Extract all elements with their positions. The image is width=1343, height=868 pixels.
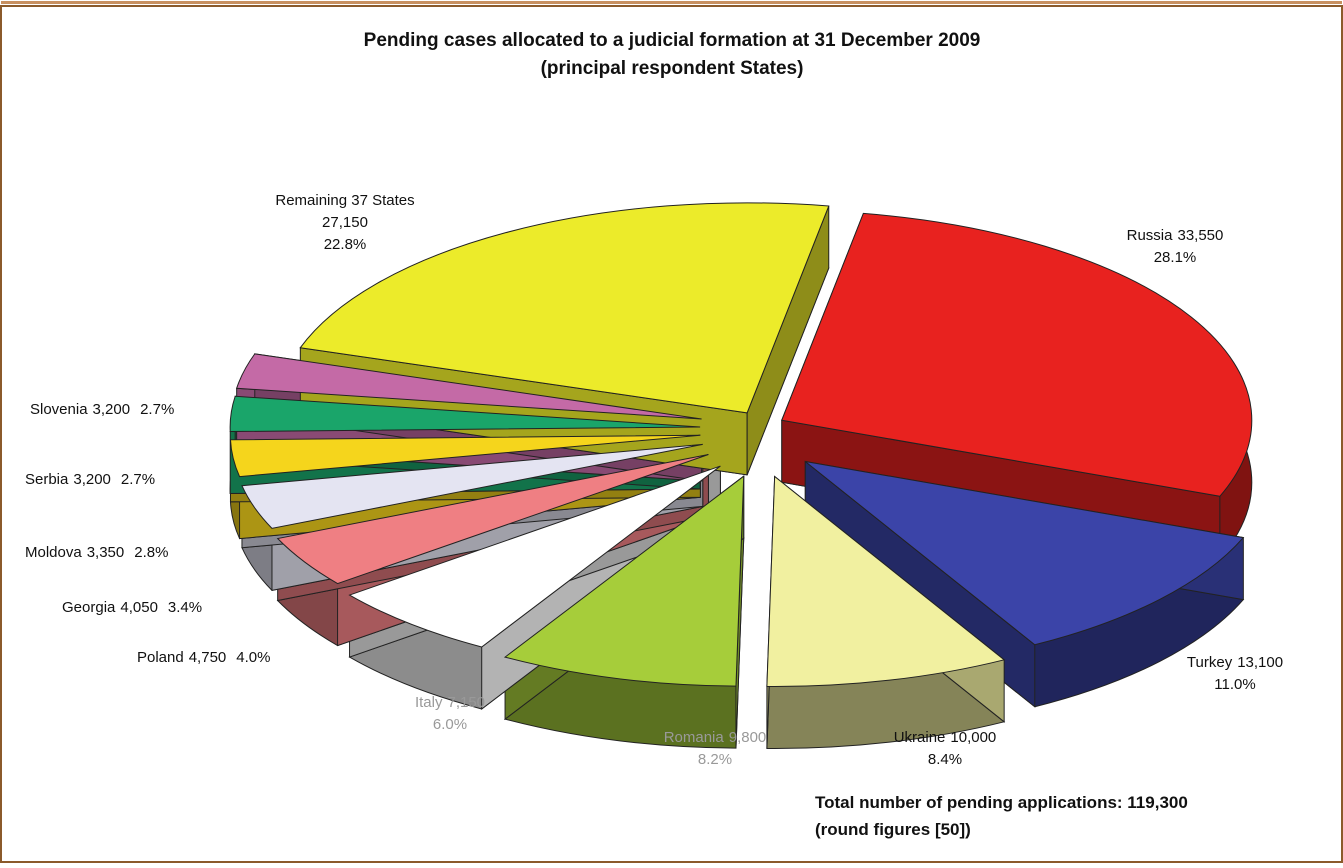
label-part: 10,000 [950, 729, 996, 746]
label-part: 8.4% [928, 751, 962, 768]
label-part: 27,150 [322, 214, 368, 231]
label-part: 4,750 [189, 649, 227, 666]
round-note: (round figures [50]) [815, 820, 971, 839]
label-part: 11.0% [1214, 676, 1255, 693]
top-rule [1, 1, 1342, 4]
label-part: Remaining 37 States [275, 192, 414, 209]
label-part: Serbia [25, 471, 69, 488]
label-part: 9,800 [729, 729, 767, 746]
label-part: 4,050 [120, 599, 158, 616]
chart-subtitle: (principal respondent States) [541, 58, 804, 79]
slice-label: Slovenia 3,200 2.7% [30, 401, 174, 418]
label-part: Ukraine [894, 729, 946, 746]
chart: Pending cases allocated to a judicial fo… [0, 0, 1343, 863]
total-note: Total number of pending applications: 11… [815, 793, 1188, 812]
label-part: 22.8% [324, 236, 367, 253]
label-part: 13,100 [1237, 654, 1283, 671]
label-part: 3,200 [73, 471, 111, 488]
label-part: 2.8% [134, 544, 168, 561]
label-part: 4.0% [236, 649, 270, 666]
label-part: Romania [664, 729, 725, 746]
label-part: Georgia [62, 599, 116, 616]
label-part: 3.4% [168, 599, 202, 616]
label-part: Italy [415, 694, 443, 711]
label-part: 3,350 [87, 544, 125, 561]
label-part: Slovenia [30, 401, 88, 418]
slice-label: Poland 4,750 4.0% [137, 649, 270, 666]
label-part: Poland [137, 649, 184, 666]
label-part: 6.0% [433, 716, 467, 733]
label-part: 3,200 [93, 401, 131, 418]
label-part: 33,550 [1177, 227, 1223, 244]
label-part: Turkey [1187, 654, 1233, 671]
slice-label: Moldova 3,350 2.8% [25, 544, 168, 561]
label-part: 28.1% [1154, 249, 1197, 266]
label-part: Moldova [25, 544, 82, 561]
chart-title: Pending cases allocated to a judicial fo… [364, 30, 981, 51]
label-part: Russia [1127, 227, 1174, 244]
label-part: 2.7% [140, 401, 174, 418]
label-part: 8.2% [698, 751, 732, 768]
label-part: 7,150 [447, 694, 485, 711]
label-part: 2.7% [121, 471, 155, 488]
